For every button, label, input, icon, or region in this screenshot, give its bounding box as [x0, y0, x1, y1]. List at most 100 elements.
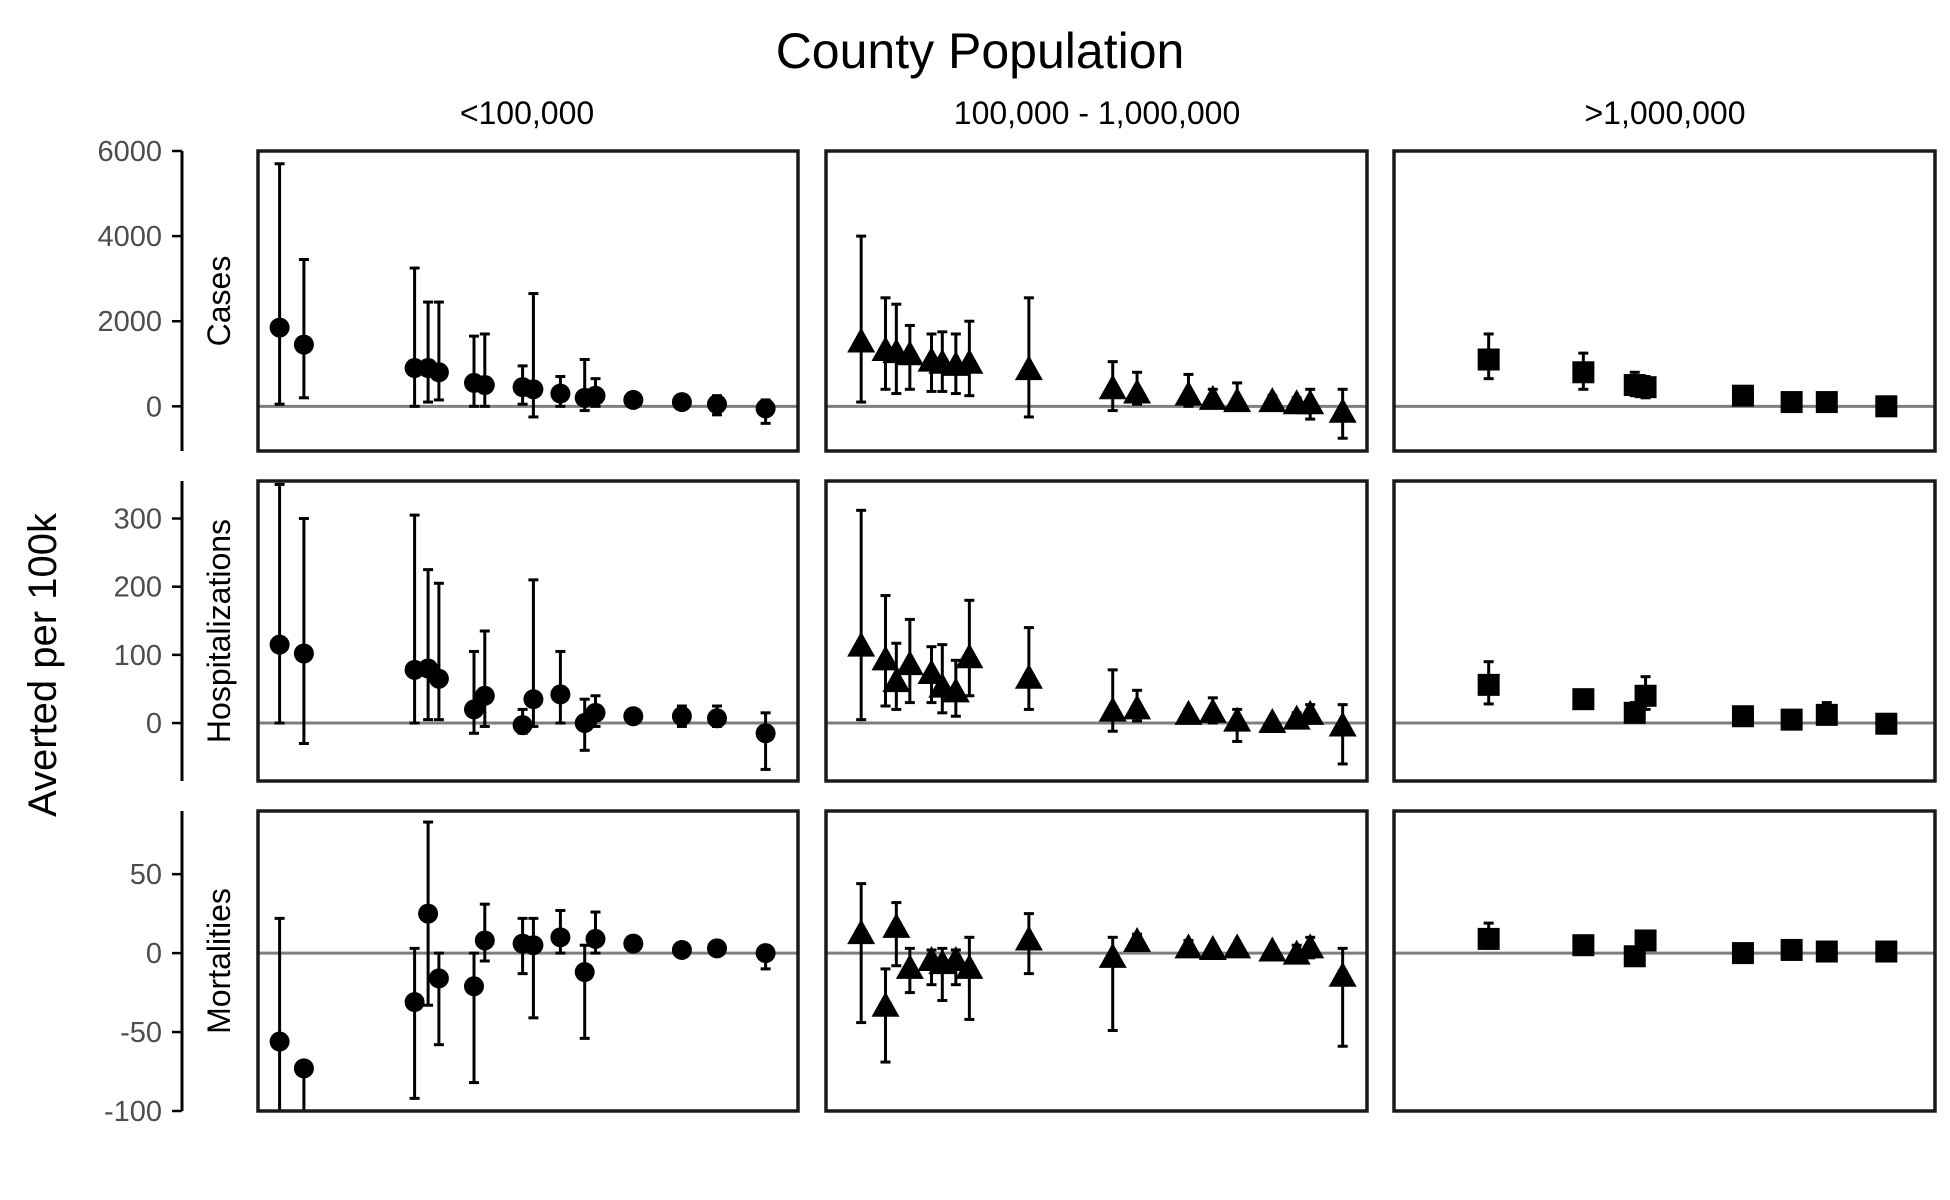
panel-mortalities-large [1392, 809, 1937, 1113]
data-point-square [1731, 705, 1754, 728]
data-point-square [1634, 376, 1657, 399]
data-point-circle [523, 935, 544, 956]
data-point-triangle [882, 667, 911, 693]
row-label-cases: Cases [201, 256, 237, 347]
data-point-triangle [1258, 936, 1287, 962]
data-point-circle [671, 706, 692, 727]
data-point-triangle [1296, 699, 1325, 725]
data-point-circle [707, 394, 727, 415]
data-point-triangle [941, 677, 970, 703]
data-point-triangle [955, 953, 984, 979]
panel-border [256, 479, 800, 783]
data-point-triangle [1223, 933, 1252, 959]
data-point-circle [671, 392, 692, 413]
data-point-circle [707, 708, 727, 729]
data-point-square [1815, 391, 1838, 414]
data-point-square [1572, 361, 1595, 384]
data-point-circle [474, 685, 495, 706]
data-point-circle [585, 385, 606, 406]
data-point-square [1731, 942, 1754, 965]
data-point-circle [269, 317, 290, 338]
data-point-circle [623, 706, 644, 727]
panel-mortalities-medium [824, 809, 1369, 1113]
data-point-triangle [1328, 961, 1357, 987]
y-tick-label-mortalities: 0 [146, 938, 162, 970]
data-point-circle [428, 968, 449, 989]
data-point-square [1875, 712, 1898, 735]
panel-cases-medium [824, 149, 1369, 453]
y-tick-label-hospitalizations: 200 [114, 572, 162, 604]
data-point-square [1875, 395, 1898, 418]
data-point-triangle [895, 340, 924, 366]
data-point-circle [523, 689, 544, 710]
data-point-circle [293, 643, 314, 664]
data-point-triangle [1098, 942, 1127, 968]
y-tick-label-cases: 6000 [97, 136, 162, 168]
y-tick-label-mortalities: -100 [104, 1096, 162, 1128]
data-point-circle [512, 715, 533, 736]
data-point-square [1477, 348, 1500, 371]
data-point-circle [755, 723, 776, 744]
panel-cases-small [256, 149, 800, 453]
data-point-triangle [1174, 380, 1203, 406]
data-point-triangle [1223, 387, 1252, 413]
data-point-circle [418, 903, 439, 924]
data-point-square [1780, 938, 1803, 961]
data-point-triangle [1098, 374, 1127, 400]
panel-border [1392, 809, 1937, 1113]
y-tick-label-mortalities: 50 [130, 859, 162, 891]
data-point-triangle [1198, 934, 1227, 960]
data-point-square [1572, 934, 1595, 957]
data-point-circle [269, 1031, 290, 1052]
data-point-circle [428, 362, 449, 383]
data-point-triangle [871, 991, 900, 1017]
data-point-triangle [871, 645, 900, 671]
data-point-circle [755, 943, 776, 964]
y-axis-label: Averted per 100k [21, 512, 65, 817]
data-point-triangle [1123, 927, 1152, 953]
data-point-circle [269, 634, 290, 655]
data-point-circle [550, 383, 571, 404]
panel-cases-large [1392, 149, 1937, 453]
y-tick-label-hospitalizations: 0 [146, 708, 162, 740]
data-point-circle [428, 668, 449, 689]
panel-mortalities-small [256, 809, 800, 1113]
panel-border [824, 149, 1369, 453]
data-point-circle [293, 334, 314, 355]
data-point-triangle [847, 631, 876, 657]
data-point-circle [623, 933, 644, 954]
data-point-circle [474, 930, 495, 951]
data-point-square [1623, 701, 1646, 724]
data-point-circle [574, 962, 595, 983]
panel-hospitalizations-large [1392, 479, 1937, 783]
y-tick-label-hospitalizations: 100 [114, 640, 162, 672]
data-point-triangle [1296, 389, 1325, 415]
data-point-triangle [1198, 384, 1227, 410]
data-point-triangle [847, 327, 876, 353]
data-point-triangle [895, 650, 924, 676]
data-point-circle [755, 398, 776, 419]
data-point-circle [585, 702, 606, 723]
data-point-triangle [1296, 933, 1325, 959]
column-label-small-county: <100,000 [460, 95, 594, 131]
data-point-triangle [1258, 387, 1287, 413]
data-point-triangle [1198, 697, 1227, 723]
data-point-triangle [917, 658, 946, 684]
panel-hospitalizations-medium [824, 479, 1369, 783]
data-point-circle [464, 699, 484, 720]
data-point-triangle [1014, 663, 1043, 689]
panel-hospitalizations-small [256, 479, 800, 783]
panel-border [256, 809, 800, 1113]
column-label-large-county: >1,000,000 [1584, 95, 1745, 131]
data-point-circle [474, 375, 495, 396]
data-point-square [1780, 708, 1803, 731]
data-point-triangle [1014, 925, 1043, 951]
data-point-square [1634, 684, 1657, 707]
data-point-square [1780, 391, 1803, 414]
data-point-square [1815, 703, 1838, 726]
data-point-triangle [895, 953, 924, 979]
data-point-circle [550, 927, 571, 948]
data-point-square [1572, 688, 1595, 711]
panel-border [824, 809, 1369, 1113]
data-point-triangle [847, 919, 876, 945]
